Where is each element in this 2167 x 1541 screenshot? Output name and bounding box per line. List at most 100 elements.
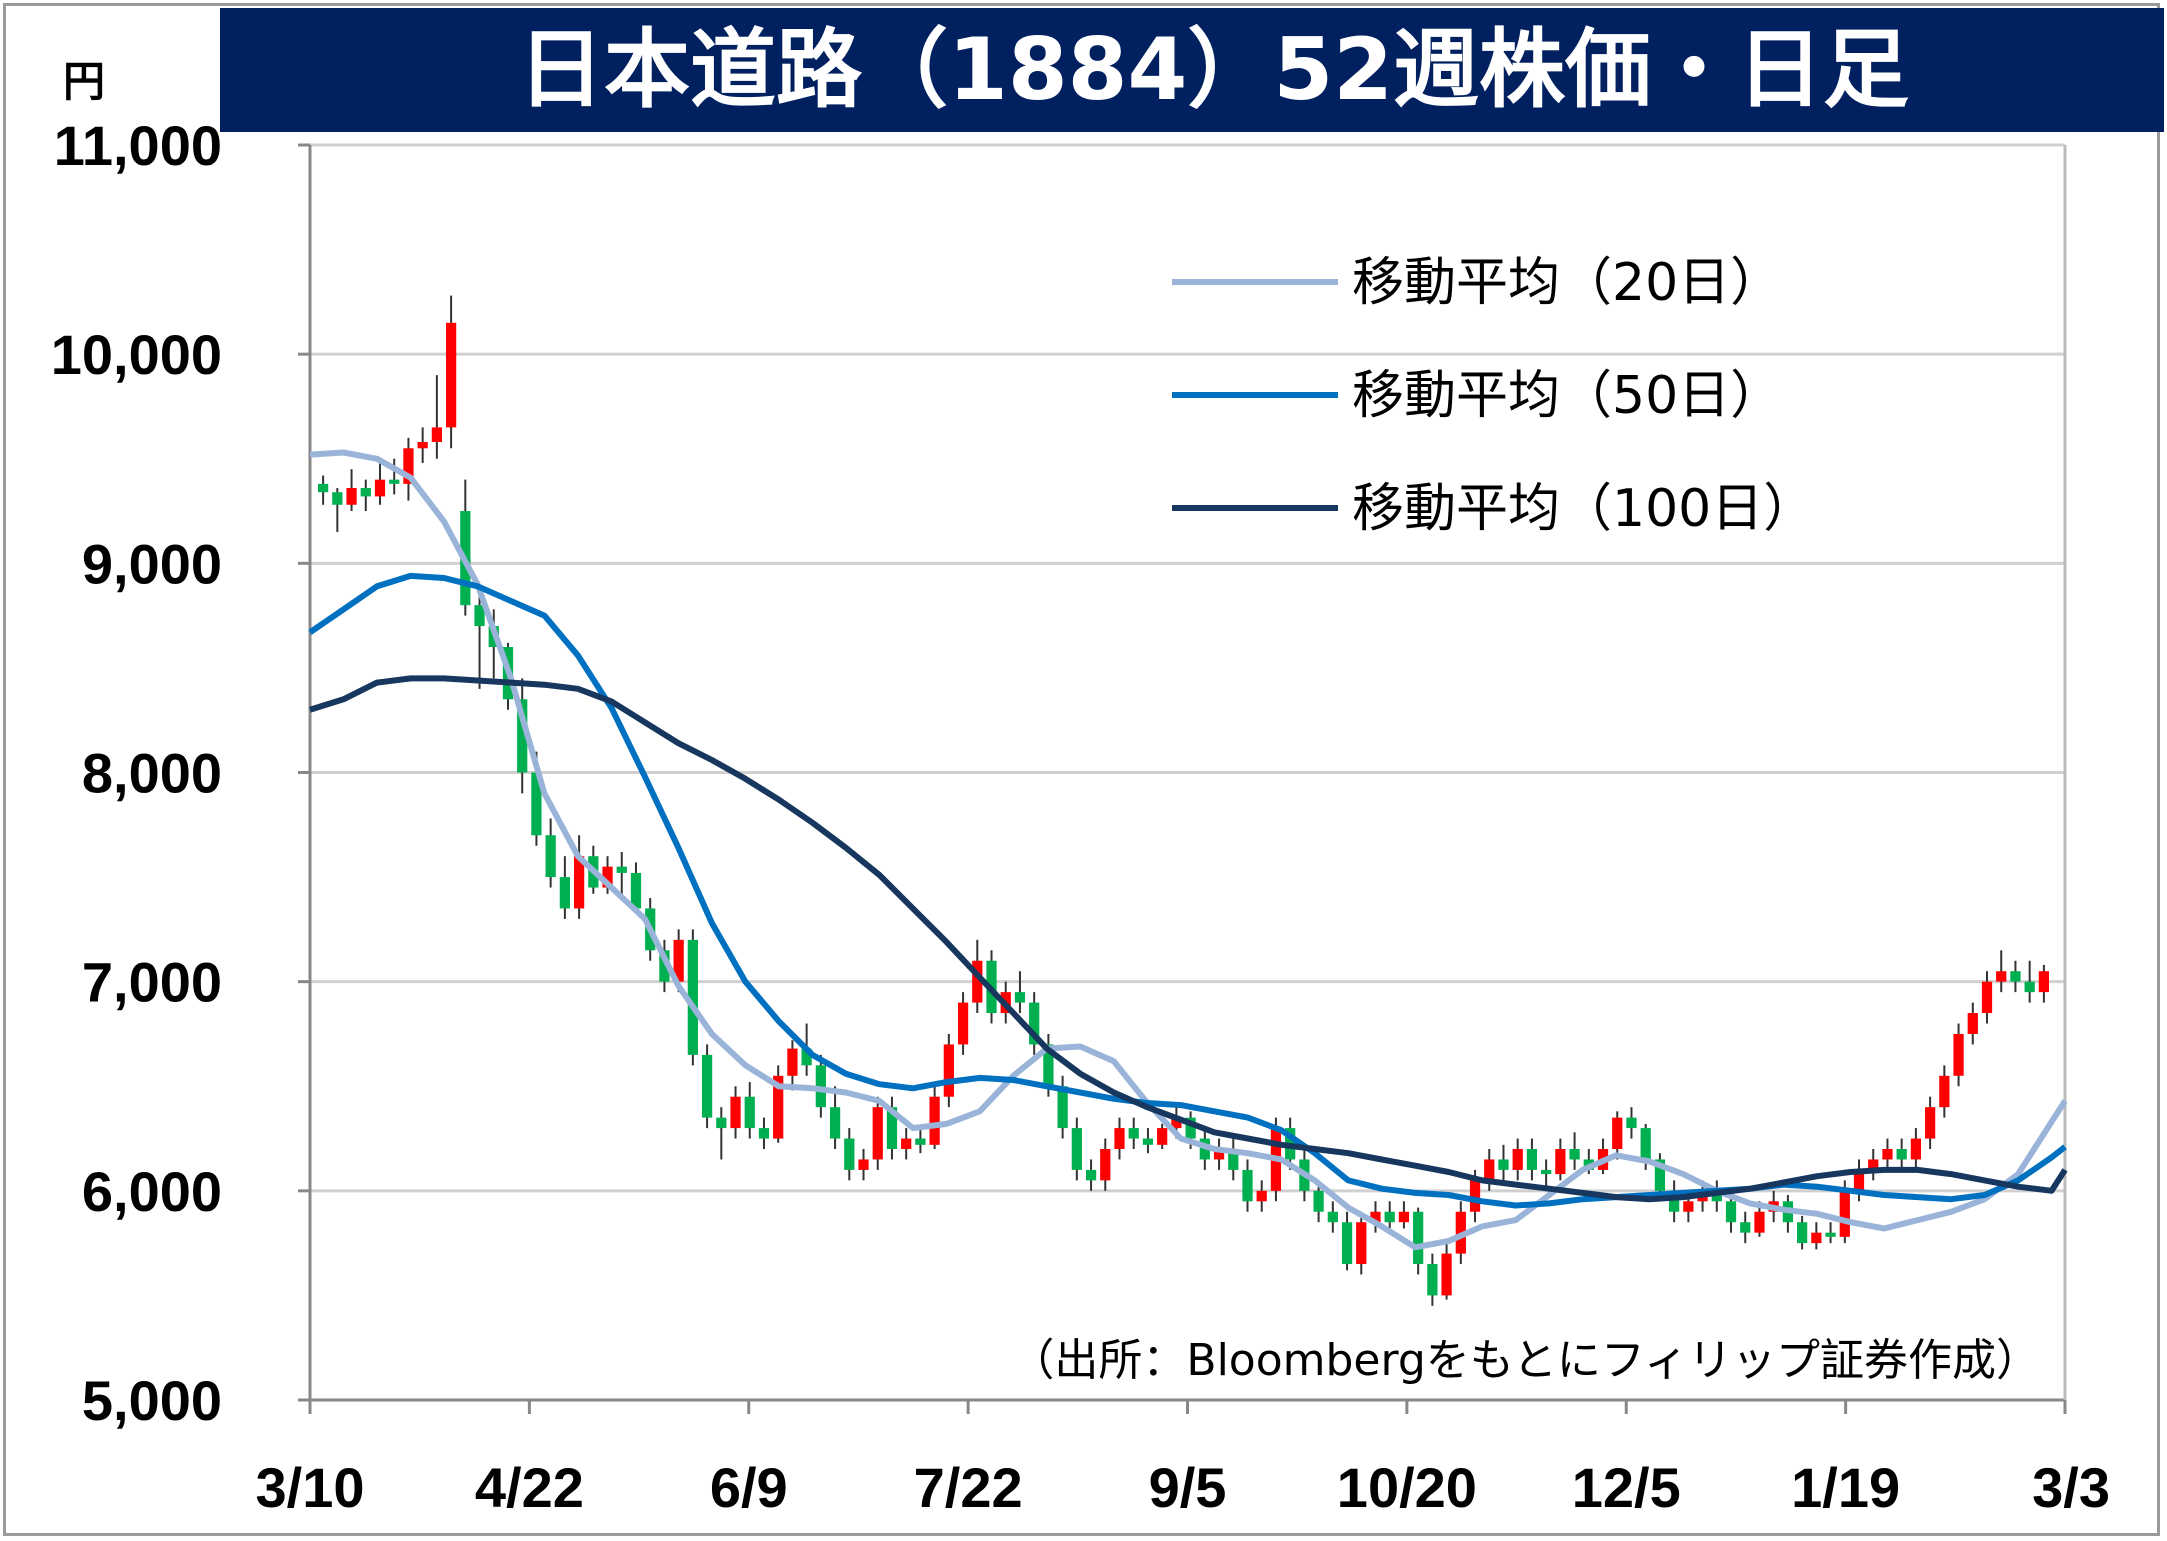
x-tick-label: 4/22 bbox=[475, 1456, 584, 1519]
chart-title: 日本道路（1884）52週株価・日足 bbox=[220, 8, 2164, 132]
candle-down bbox=[1313, 1190, 1324, 1212]
candle-up bbox=[1114, 1128, 1125, 1149]
candle-down bbox=[801, 1048, 812, 1066]
candle-down bbox=[744, 1096, 755, 1129]
candle-up bbox=[901, 1138, 912, 1149]
candle-down bbox=[687, 939, 698, 1055]
candle-up bbox=[1967, 1013, 1978, 1034]
ma-line bbox=[309, 675, 2068, 1203]
candle-up bbox=[929, 1096, 940, 1145]
candle-up bbox=[445, 322, 457, 428]
y-tick-label: 7,000 bbox=[82, 951, 222, 1014]
candle-up bbox=[1882, 1149, 1893, 1160]
candle-down bbox=[1384, 1211, 1395, 1223]
x-tick-label: 1/19 bbox=[1791, 1456, 1900, 1519]
moving-average-lines bbox=[308, 449, 2068, 1251]
candle-up bbox=[2038, 971, 2050, 993]
candle-up bbox=[403, 448, 414, 484]
x-axis-labels: 3/10 4/22 6/9 7/22 9/5 10/20 12/5 1/19 3/3 bbox=[256, 1456, 2111, 1519]
y-tick-label: 10,000 bbox=[51, 323, 222, 386]
candle-down bbox=[701, 1054, 713, 1118]
candle-up bbox=[1868, 1159, 1879, 1170]
candle-down bbox=[1185, 1117, 1196, 1139]
candle-down bbox=[1071, 1128, 1082, 1170]
candle-down bbox=[1142, 1138, 1154, 1145]
candle-down bbox=[474, 605, 485, 627]
candle-up bbox=[602, 866, 613, 888]
candle-up bbox=[787, 1048, 798, 1076]
candle-down bbox=[1797, 1222, 1808, 1244]
candle-down bbox=[545, 835, 556, 878]
candle-down bbox=[1626, 1117, 1637, 1129]
candle-down bbox=[1711, 1190, 1722, 1202]
candle-down bbox=[758, 1128, 770, 1139]
y-unit-label: 円 bbox=[63, 57, 106, 106]
candle-down bbox=[1242, 1169, 1253, 1202]
candle-up bbox=[1100, 1149, 1111, 1181]
candle-up bbox=[1683, 1201, 1694, 1212]
candle-up bbox=[1811, 1232, 1822, 1244]
x-tick-label: 9/5 bbox=[1149, 1456, 1227, 1519]
candle-up bbox=[673, 939, 684, 982]
candle-down bbox=[317, 483, 329, 493]
candle-down bbox=[2010, 971, 2021, 982]
candle-down bbox=[1057, 1086, 1068, 1129]
candle-down bbox=[1085, 1169, 1097, 1181]
candle-down bbox=[360, 488, 371, 497]
candle-up bbox=[1469, 1180, 1481, 1212]
candle-up bbox=[872, 1107, 883, 1160]
candle-up bbox=[374, 479, 386, 497]
x-tick-label: 6/9 bbox=[710, 1456, 788, 1519]
candle-up bbox=[1839, 1190, 1850, 1237]
y-tick-label: 5,000 bbox=[82, 1369, 222, 1432]
candle-up bbox=[1213, 1149, 1225, 1160]
candle-up bbox=[1981, 981, 1993, 1014]
candle-down bbox=[1327, 1211, 1338, 1223]
legend: 移動平均（20日） 移動平均（50日） 移動平均（100日） bbox=[1172, 253, 1815, 539]
legend-label: 移動平均（50日） bbox=[1352, 366, 1782, 426]
candle-down bbox=[1029, 1002, 1040, 1045]
x-tick-label: 3/10 bbox=[256, 1456, 365, 1519]
candle-up bbox=[1953, 1033, 1964, 1076]
candle-down bbox=[332, 492, 343, 505]
candle-down bbox=[1541, 1169, 1552, 1175]
candle-up bbox=[1612, 1117, 1623, 1149]
candle-down bbox=[2024, 981, 2035, 993]
candle-up bbox=[1996, 971, 2007, 982]
candle-up bbox=[1256, 1190, 1267, 1202]
y-tick-label: 11,000 bbox=[54, 114, 222, 177]
y-tick-label: 8,000 bbox=[82, 742, 222, 805]
candle-down bbox=[1669, 1190, 1680, 1212]
x-tick-label: 12/5 bbox=[1572, 1456, 1681, 1519]
candle-up bbox=[1356, 1222, 1367, 1265]
candle-up bbox=[957, 1002, 969, 1045]
y-tick-label: 9,000 bbox=[82, 532, 222, 595]
candle-up bbox=[1939, 1075, 1950, 1108]
candle-up bbox=[858, 1159, 869, 1170]
candle-down bbox=[1043, 1044, 1054, 1087]
candlesticks bbox=[317, 295, 2050, 1306]
candle-down bbox=[1825, 1232, 1836, 1237]
candle-down bbox=[716, 1117, 727, 1129]
axes bbox=[298, 143, 2067, 1414]
candle-down bbox=[517, 699, 528, 773]
candle-down bbox=[1413, 1211, 1424, 1265]
candle-down bbox=[389, 479, 400, 484]
y-axis-labels: 5,000 6,000 7,000 8,000 9,000 10,000 11,000 bbox=[51, 114, 222, 1432]
candle-down bbox=[1341, 1222, 1353, 1265]
candle-up bbox=[972, 960, 983, 1003]
candle-down bbox=[886, 1107, 898, 1149]
gridlines bbox=[310, 143, 2065, 1193]
x-tick-label: 7/22 bbox=[914, 1456, 1023, 1519]
candle-down bbox=[1654, 1159, 1666, 1191]
y-tick-label: 6,000 bbox=[82, 1160, 222, 1223]
candle-down bbox=[915, 1138, 926, 1145]
candle-down bbox=[659, 950, 670, 982]
candle-up bbox=[1910, 1138, 1922, 1160]
candle-up bbox=[346, 488, 357, 505]
candle-down bbox=[1569, 1149, 1580, 1160]
chart-frame bbox=[3, 3, 2160, 1536]
candle-down bbox=[630, 872, 642, 909]
candle-down bbox=[844, 1138, 855, 1170]
